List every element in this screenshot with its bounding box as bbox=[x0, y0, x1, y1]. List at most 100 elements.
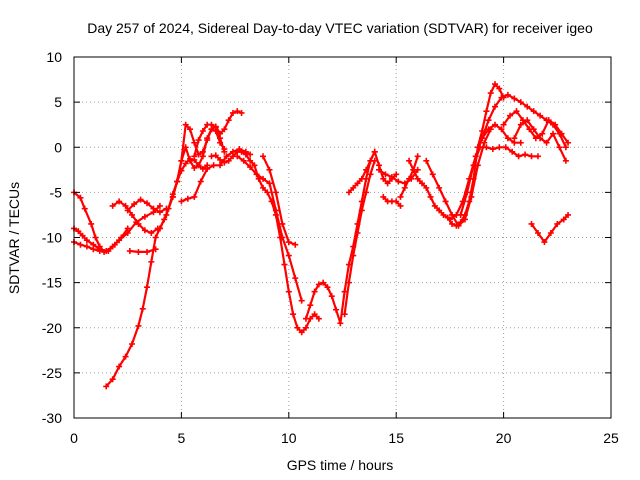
data-point-plus bbox=[350, 184, 357, 191]
data-point-plus bbox=[260, 153, 267, 160]
data-point-plus bbox=[79, 232, 86, 239]
data-point-plus bbox=[285, 239, 292, 246]
data-point-plus bbox=[184, 195, 191, 202]
data-point-plus bbox=[414, 175, 421, 182]
data-point-plus bbox=[186, 126, 193, 133]
data-point-plus bbox=[221, 148, 228, 155]
data-point-plus bbox=[558, 130, 565, 137]
data-point-plus bbox=[221, 126, 228, 133]
data-point-plus bbox=[126, 248, 133, 255]
data-point-plus bbox=[186, 157, 193, 164]
data-point-plus bbox=[393, 171, 400, 178]
chart-title: Day 257 of 2024, Sidereal Day-to-day VTE… bbox=[87, 20, 593, 36]
data-point-plus bbox=[217, 135, 224, 142]
data-point-plus bbox=[507, 112, 514, 119]
data-point-plus bbox=[272, 207, 279, 214]
series-s23 bbox=[446, 121, 524, 223]
data-point-plus bbox=[260, 175, 267, 182]
data-point-plus bbox=[496, 85, 503, 92]
data-point-plus bbox=[266, 166, 273, 173]
data-point-plus bbox=[204, 137, 211, 144]
data-point-plus bbox=[565, 139, 572, 146]
data-point-plus bbox=[292, 275, 299, 282]
data-point-plus bbox=[397, 202, 404, 209]
data-point-plus bbox=[509, 148, 516, 155]
data-point-plus bbox=[528, 153, 535, 160]
data-point-plus bbox=[492, 81, 499, 88]
data-point-plus bbox=[504, 91, 511, 98]
data-point-plus bbox=[545, 117, 552, 124]
data-point-plus bbox=[144, 248, 151, 255]
series-s26 bbox=[500, 108, 572, 146]
data-point-plus bbox=[406, 175, 413, 182]
grid-lines bbox=[74, 57, 611, 418]
plot-series bbox=[71, 81, 572, 390]
data-point-plus bbox=[92, 234, 99, 241]
data-point-plus bbox=[554, 220, 561, 227]
data-point-plus bbox=[358, 207, 365, 214]
data-point-plus bbox=[217, 162, 224, 169]
data-point-plus bbox=[240, 157, 247, 164]
data-point-plus bbox=[496, 144, 503, 151]
data-point-plus bbox=[195, 151, 202, 158]
data-point-plus bbox=[350, 252, 357, 259]
data-point-plus bbox=[195, 137, 202, 144]
data-point-plus bbox=[560, 216, 567, 223]
y-axis-label: SDTVAR / TECUs bbox=[6, 182, 22, 294]
data-point-plus bbox=[83, 243, 90, 250]
data-point-plus bbox=[156, 209, 163, 216]
data-point-plus bbox=[382, 171, 389, 178]
data-point-plus bbox=[504, 135, 511, 142]
data-point-plus bbox=[461, 216, 468, 223]
series-s2 bbox=[71, 202, 163, 255]
series-s28 bbox=[528, 211, 572, 246]
data-point-plus bbox=[88, 220, 95, 227]
data-point-plus bbox=[124, 229, 131, 236]
data-point-plus bbox=[302, 324, 309, 331]
data-point-plus bbox=[199, 128, 206, 135]
data-point-plus bbox=[225, 157, 232, 164]
data-point-plus bbox=[238, 109, 245, 116]
data-point-plus bbox=[483, 144, 490, 151]
data-point-plus bbox=[517, 139, 524, 146]
data-point-plus bbox=[234, 108, 241, 115]
data-point-plus bbox=[328, 293, 335, 300]
data-point-plus bbox=[191, 153, 198, 160]
data-point-plus bbox=[363, 166, 370, 173]
data-point-plus bbox=[195, 162, 202, 169]
axis-ticks: 0 5 10 15 20 25 -30 -25 -20 -15 -10 -5 0 5 10 bbox=[42, 49, 619, 446]
data-point-plus bbox=[191, 193, 198, 200]
data-point-plus bbox=[440, 211, 447, 218]
x-tick-label: 25 bbox=[603, 430, 619, 446]
data-point-plus bbox=[234, 153, 241, 160]
data-point-plus bbox=[547, 229, 554, 236]
data-point-plus bbox=[534, 229, 541, 236]
data-point-plus bbox=[191, 139, 198, 146]
data-point-plus bbox=[401, 184, 408, 191]
data-point-plus bbox=[358, 175, 365, 182]
data-point-plus bbox=[442, 198, 449, 205]
data-point-plus bbox=[449, 220, 456, 227]
data-point-plus bbox=[414, 153, 421, 160]
series-s21 bbox=[406, 81, 507, 229]
series-s24 bbox=[457, 144, 541, 218]
data-point-plus bbox=[320, 279, 327, 286]
data-point-plus bbox=[470, 162, 477, 169]
data-point-plus bbox=[395, 178, 402, 185]
y-tick-label: -5 bbox=[50, 184, 63, 200]
data-point-plus bbox=[109, 376, 116, 383]
data-point-plus bbox=[363, 189, 370, 196]
series-s13 bbox=[234, 153, 305, 304]
data-point-plus bbox=[436, 184, 443, 191]
data-point-plus bbox=[141, 213, 148, 220]
data-point-plus bbox=[238, 148, 245, 155]
data-point-plus bbox=[556, 144, 563, 151]
data-point-plus bbox=[253, 171, 260, 178]
data-point-plus bbox=[337, 320, 344, 327]
data-point-plus bbox=[410, 166, 417, 173]
data-point-plus bbox=[517, 121, 524, 128]
data-point-plus bbox=[431, 202, 438, 209]
data-point-plus bbox=[77, 194, 84, 201]
data-point-plus bbox=[260, 184, 267, 191]
series-line bbox=[128, 248, 157, 253]
